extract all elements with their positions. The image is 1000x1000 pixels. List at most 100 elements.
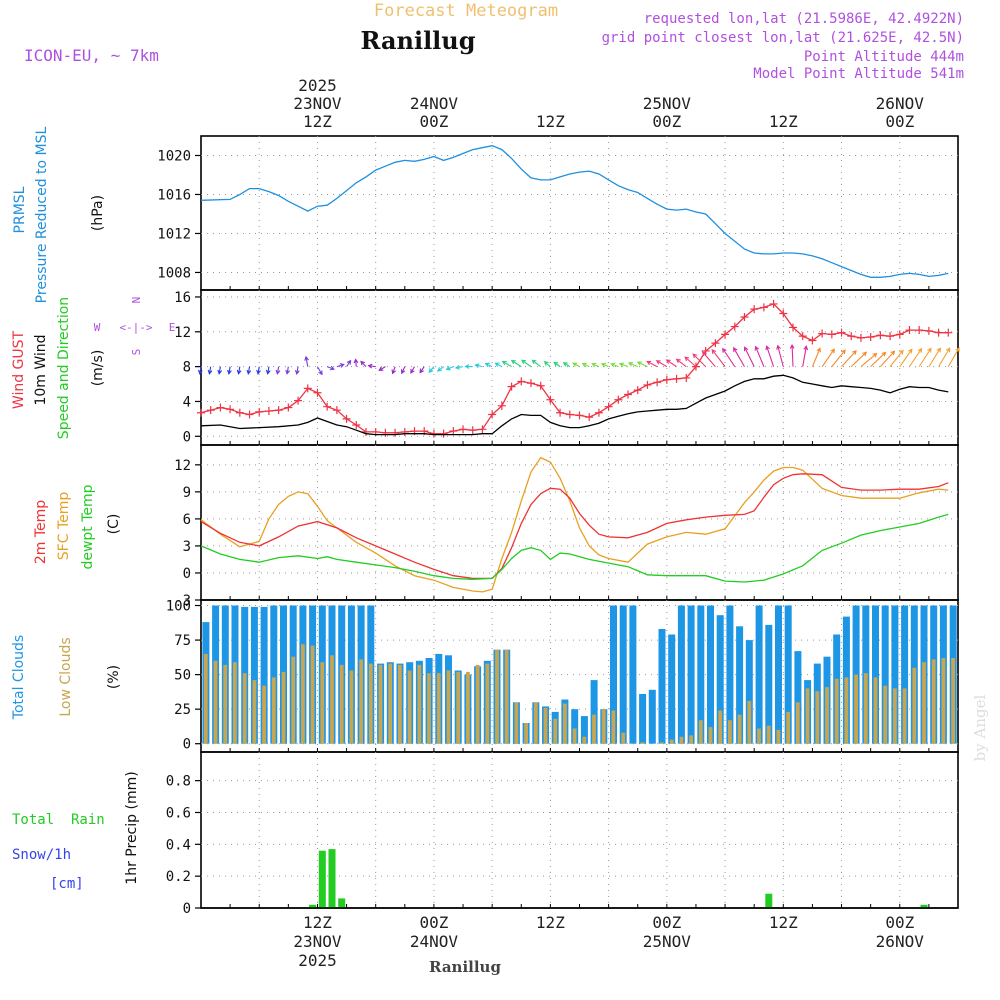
low-cloud-bar (553, 718, 558, 744)
gust-marker (798, 332, 807, 341)
total-cloud-bar (658, 629, 666, 744)
low-cloud-bar (446, 670, 451, 744)
low-cloud-bar (456, 671, 461, 744)
low-cloud-bar (601, 709, 606, 744)
y-tick-label: 3 (183, 539, 191, 555)
low-cloud-bar (262, 685, 266, 744)
wind-arrow (197, 366, 203, 375)
gust-marker (216, 403, 225, 412)
time-label-top: 12Z (303, 112, 332, 131)
total-cloud-bar (891, 605, 899, 744)
wind-arrow (484, 362, 493, 368)
low-cloud-bar (485, 663, 490, 744)
compass-south: S (130, 349, 143, 356)
wind-arrow (553, 361, 561, 368)
cloud-bars (202, 605, 957, 744)
y-tick-label: 1020 (157, 148, 191, 164)
pressure-unit: (hPa) (90, 195, 106, 231)
low-cloud-bar (863, 673, 868, 744)
gust-marker (303, 384, 312, 393)
low-cloud-bar (766, 725, 771, 744)
low-cloud-bar (242, 673, 247, 744)
low-cloud-bar (592, 714, 596, 744)
gust-marker (856, 333, 865, 342)
wind-arrow (765, 345, 775, 367)
wind-unit: (m/s) (90, 350, 106, 387)
low-cloud-bar (504, 649, 509, 744)
gust-marker (682, 373, 691, 382)
gust-marker (332, 406, 341, 415)
y-tick-label: -3 (174, 593, 191, 609)
gust-marker (895, 330, 904, 339)
low-cloud-bar (660, 742, 664, 744)
credit-watermark: by Angel (971, 694, 989, 761)
compass-arrows: <-|-> (119, 321, 152, 334)
low-cloud-bar (320, 662, 325, 744)
gust-marker (915, 326, 924, 335)
total-cloud-bar (580, 716, 588, 744)
low-cloud-bar (388, 663, 393, 744)
gust-marker (507, 382, 516, 391)
gust-marker (429, 429, 438, 438)
wind-arrow (501, 360, 512, 368)
time-label-bottom: 23NOV (293, 932, 342, 951)
wind-arrow (789, 343, 795, 367)
wind-arrow (419, 366, 425, 374)
wind-arrow (353, 358, 359, 367)
low-cloud-bar (223, 664, 228, 744)
low-cloud-bar (931, 659, 936, 744)
y-tick-label: 100 (166, 599, 191, 615)
time-label-bottom: 25NOV (643, 932, 692, 951)
compass-west: W (94, 321, 101, 334)
wind-arrow (909, 347, 923, 367)
low-cloud-bar (737, 714, 742, 744)
low-cloud-bar (844, 677, 849, 744)
low-cloud-bar (883, 685, 888, 744)
gust-marker (206, 406, 215, 415)
wind-arrow (581, 362, 590, 368)
total-cloud-bar (590, 680, 598, 744)
low-cloud-bar (563, 703, 567, 744)
wind-arrow (464, 364, 473, 369)
wind-arrow (655, 360, 668, 368)
y-tick-label: 75 (174, 633, 191, 649)
wind-arrow (743, 346, 755, 367)
wind-arrow (367, 363, 376, 369)
wind-arrow (918, 347, 932, 367)
low-cloud-bar (873, 677, 878, 744)
low-cloud-bar (640, 742, 645, 744)
gust-marker (847, 332, 856, 341)
gust-marker (750, 305, 759, 314)
wind-arrow (675, 358, 687, 368)
low-clouds-label: Low Clouds (58, 637, 74, 716)
gust-marker (575, 411, 584, 420)
y-tick-label: 0.8 (166, 774, 191, 790)
wind-arrow (428, 366, 435, 374)
model-altitude: Model Point Altitude 541m (753, 66, 964, 82)
gust-marker (711, 339, 720, 348)
low-cloud-bar (524, 723, 528, 744)
wind-arrow (227, 366, 232, 375)
low-cloud-bar (368, 663, 373, 744)
total-cloud-bar (619, 605, 627, 744)
gust-marker (226, 405, 235, 414)
clouds-unit: (%) (106, 665, 122, 689)
low-cloud-bar (378, 664, 383, 744)
low-cloud-bar (436, 673, 441, 744)
low-cloud-bar (786, 711, 790, 744)
time-label-top: 23NOV (293, 94, 342, 113)
meteogram-subtitle: Forecast Meteogram (374, 1, 558, 21)
total-cloud-bar (639, 694, 647, 744)
dewpoint-line (200, 513, 949, 583)
wind-gust-label: Wind GUST (11, 330, 27, 409)
wind-arrow (711, 349, 726, 367)
y-tick-label: 4 (183, 394, 191, 410)
wind-arrow (928, 347, 941, 367)
time-label-top: 26NOV (876, 94, 925, 113)
wind-arrow (521, 359, 532, 368)
low-cloud-bar (893, 688, 897, 744)
low-cloud-bar (582, 736, 587, 744)
gust-marker (264, 407, 273, 416)
wind-arrow (572, 362, 580, 368)
